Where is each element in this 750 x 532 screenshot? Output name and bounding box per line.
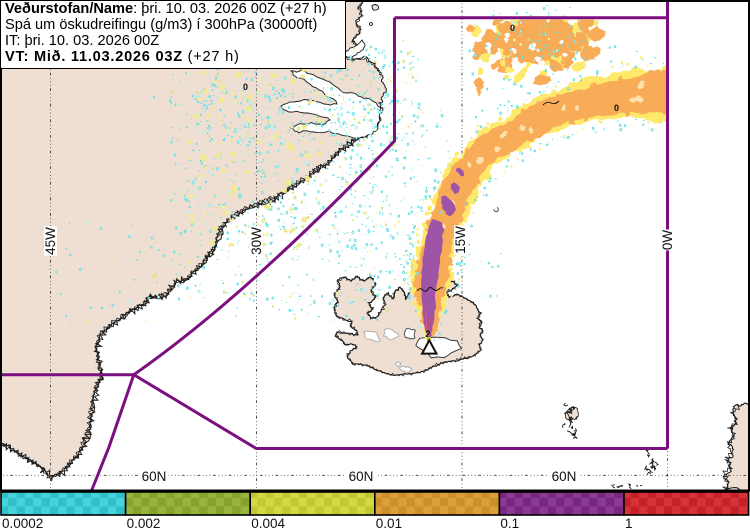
- svg-text:1: 1: [625, 516, 633, 531]
- svg-text:60N: 60N: [552, 469, 577, 484]
- svg-text:15W: 15W: [453, 226, 468, 254]
- svg-text:60N: 60N: [142, 469, 167, 484]
- svg-text:30W: 30W: [249, 227, 264, 255]
- svg-text:0.1: 0.1: [500, 516, 519, 531]
- svg-text:0: 0: [510, 23, 515, 33]
- svg-text:45W: 45W: [43, 227, 58, 255]
- svg-text:0.004: 0.004: [251, 516, 285, 531]
- svg-text:0.002: 0.002: [127, 516, 161, 531]
- svg-text:2: 2: [425, 329, 430, 339]
- svg-text:0: 0: [243, 82, 248, 92]
- svg-text:0: 0: [614, 103, 619, 113]
- svg-text:0.01: 0.01: [376, 516, 402, 531]
- svg-text:0.0002: 0.0002: [2, 516, 43, 531]
- svg-text:0W: 0W: [660, 230, 675, 251]
- svg-text:60N: 60N: [349, 469, 374, 484]
